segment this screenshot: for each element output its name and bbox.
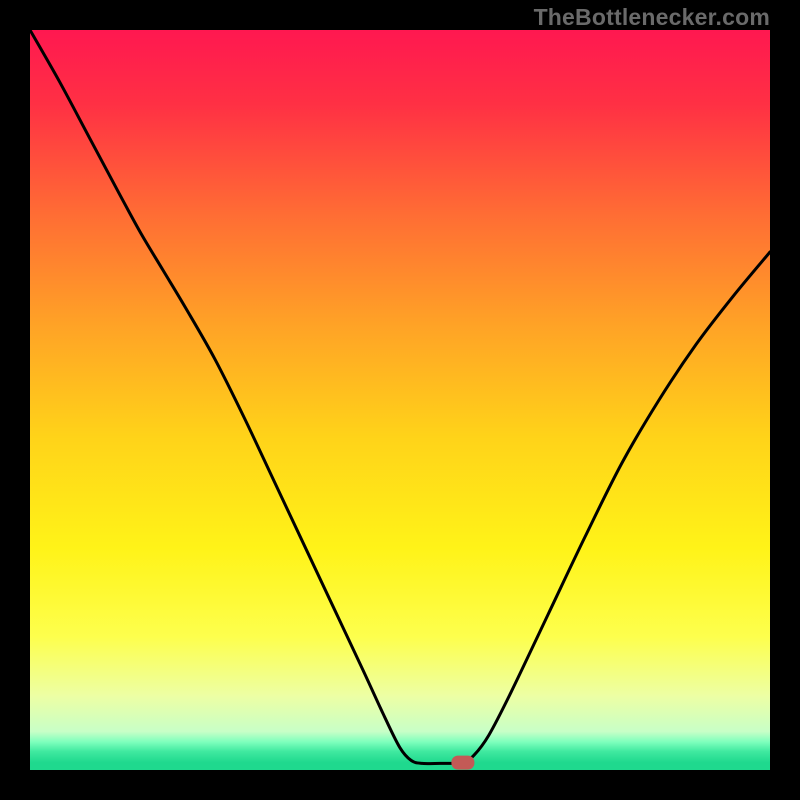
curve-layer [30, 30, 770, 770]
plot-area [30, 30, 770, 770]
optimum-marker [452, 756, 474, 769]
watermark-text: TheBottlenecker.com [534, 4, 770, 31]
chart-frame: TheBottlenecker.com [0, 0, 800, 800]
bottleneck-curve [30, 30, 770, 764]
